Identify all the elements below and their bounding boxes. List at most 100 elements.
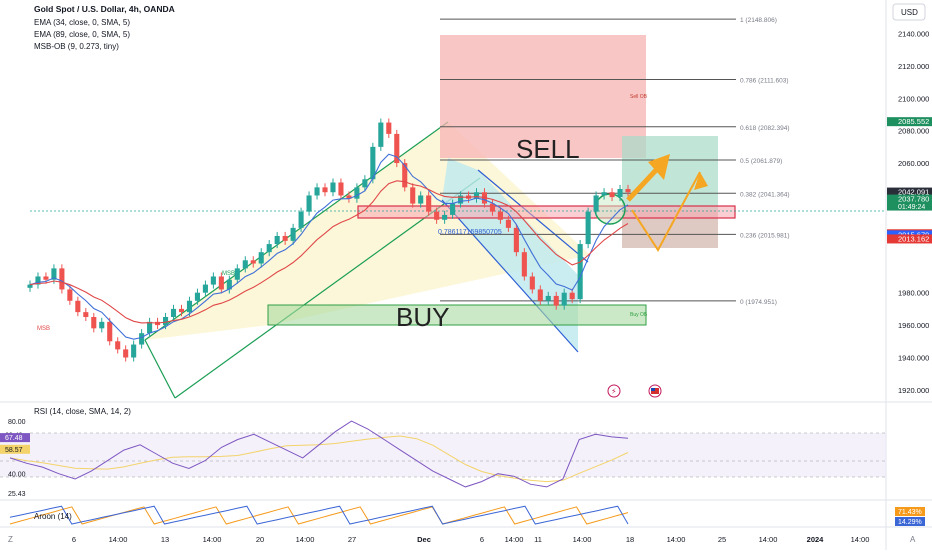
candle-body <box>290 227 296 241</box>
candle-body <box>585 211 591 245</box>
candle-body <box>521 252 527 277</box>
candle-body <box>577 244 583 300</box>
candle-body <box>553 295 559 306</box>
candle-body <box>306 195 312 212</box>
candle-body <box>625 188 631 193</box>
time-tick-label: 14:00 <box>109 535 128 544</box>
time-tick-label: 14:00 <box>667 535 686 544</box>
candle-body <box>123 349 129 358</box>
candle-body <box>147 321 153 334</box>
sell-ob-label: Sell OB <box>630 94 648 100</box>
time-tick-label: 20 <box>256 535 264 544</box>
fib-level-label: 1 (2148.806) <box>740 17 777 24</box>
rsi-tick-label: 25.43 <box>8 491 26 498</box>
candle-body <box>43 276 49 280</box>
candle-body <box>242 260 248 269</box>
price-tick-label: 1920.000 <box>898 386 929 395</box>
time-tick-label: 6 <box>72 535 76 544</box>
candle-body <box>59 268 65 290</box>
indicator-ema89[interactable]: EMA (89, close, 0, SMA, 5) <box>34 30 130 39</box>
countdown-label: 01:49:24 <box>898 204 925 211</box>
candle-body <box>338 182 344 196</box>
candle-body <box>569 292 575 300</box>
candle-body <box>139 333 145 345</box>
flag-canton <box>651 388 655 391</box>
ascending-channel-edge <box>144 339 176 399</box>
fib-level-label: 0 (1974.951) <box>740 299 777 306</box>
candle-body <box>99 321 105 329</box>
price-tick-label: 2140.000 <box>898 29 929 38</box>
msb-label-2: MSB <box>37 326 50 332</box>
time-tick-label: 11 <box>534 535 542 544</box>
price-badge <box>887 234 932 244</box>
candle-body <box>418 195 424 204</box>
aroon-title[interactable]: Aroon (14) <box>34 512 72 521</box>
rsi-title[interactable]: RSI (14, close, SMA, 14, 2) <box>34 407 131 416</box>
aroon-badge <box>895 517 925 526</box>
candle-body <box>170 308 177 317</box>
price-tick-label: 2120.000 <box>898 62 929 71</box>
price-tick-label: 1960.000 <box>898 321 929 330</box>
price-tick-label: 2080.000 <box>898 127 929 136</box>
candle-body <box>107 321 113 342</box>
candle-body <box>226 279 232 290</box>
aroon-badge-label: 71.43% <box>898 509 922 516</box>
time-tick-label: 14:00 <box>573 535 592 544</box>
candle-body <box>186 300 193 313</box>
price-badge <box>887 187 932 197</box>
candle-body <box>210 276 216 285</box>
candle-body <box>617 188 623 198</box>
candle-body <box>458 195 464 204</box>
candle-body <box>513 227 519 253</box>
aroon-badges: 71.43% 14.29% <box>895 507 925 526</box>
fib-level-label: 0.786 (2111.603) <box>740 77 789 84</box>
time-tick-label: 14:00 <box>851 535 870 544</box>
msb-label-1: MSB <box>222 271 235 277</box>
candle-body <box>346 195 352 199</box>
rsi-badge-label: 67.48 <box>5 435 23 442</box>
price-tick-label: 2060.000 <box>898 159 929 168</box>
price-badge <box>887 194 932 211</box>
time-axis[interactable]: 6 14:00 13 14:00 20 14:00 27 Dec 6 14:00 11 14:00 18… <box>72 535 869 544</box>
time-tick-label: 6 <box>480 535 484 544</box>
indicator-msb-ob[interactable]: MSB-OB (9, 0.273, tiny) <box>34 42 119 51</box>
price-badge <box>887 117 932 127</box>
indicator-ema34[interactable]: EMA (34, close, 0, SMA, 5) <box>34 18 130 27</box>
aroon-badge-label: 14.29% <box>898 519 922 526</box>
time-tick-label: 13 <box>161 535 169 544</box>
currency-button[interactable] <box>892 3 926 21</box>
candle-body <box>218 276 224 290</box>
fib-level-label: 0.382 (2041.364) <box>740 191 790 198</box>
buy-zone <box>267 304 647 326</box>
price-badge-label: 2013.162 <box>898 234 929 243</box>
price-tick-label: 2100.000 <box>898 94 929 103</box>
event-icons[interactable]: ⚡ <box>607 384 662 398</box>
time-tick-label: 25 <box>718 535 726 544</box>
candle-body <box>561 292 567 306</box>
candle-body <box>529 276 535 290</box>
currency-label: USD <box>901 8 918 17</box>
projection-path <box>631 171 701 252</box>
rsi-badge-label: 58.57 <box>5 447 23 454</box>
candle-body <box>298 211 304 228</box>
candle-body <box>593 195 599 212</box>
candle-body <box>601 192 607 196</box>
candle-body <box>314 187 320 196</box>
auto-scale-icon[interactable]: A <box>910 535 916 544</box>
rsi-tick-label: 80.00 <box>8 419 26 426</box>
ema-89-line <box>29 180 629 324</box>
candle-body <box>410 187 416 204</box>
lightning-icon[interactable] <box>607 384 621 398</box>
price-axis[interactable]: 2140.000 2120.000 2100.000 2080.000 2060.000… <box>898 29 929 394</box>
symbol-title[interactable]: Gold Spot / U.S. Dollar, 4h, OANDA <box>34 4 175 14</box>
rsi-badge <box>0 444 30 454</box>
rsi-line <box>9 420 629 488</box>
candle-body <box>450 203 456 215</box>
candle-body <box>354 187 360 199</box>
projection-arrows <box>626 154 708 252</box>
projection-arrowhead <box>694 172 708 190</box>
aroon-down-line <box>9 505 629 525</box>
zoom-tool-icon[interactable]: Z <box>8 535 13 544</box>
time-tick-label: 14:00 <box>759 535 778 544</box>
